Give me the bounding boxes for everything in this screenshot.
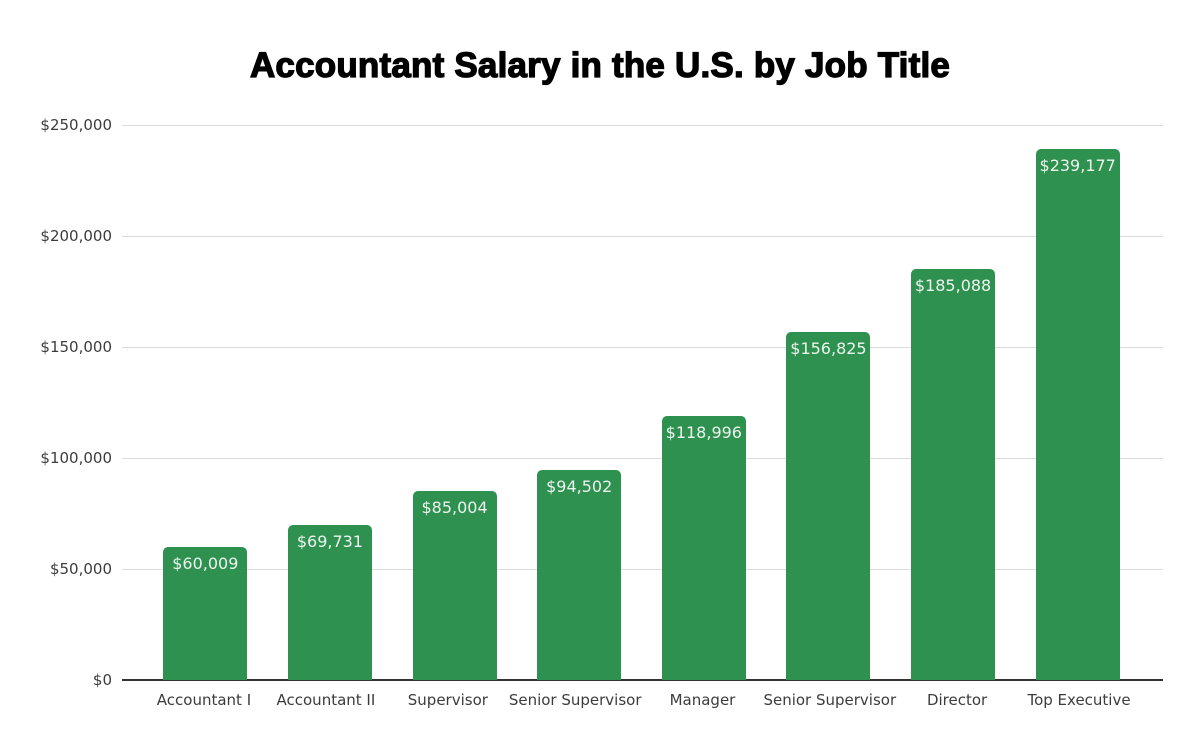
y-tick-label: $200,000 bbox=[40, 227, 112, 245]
x-tick-label: Manager bbox=[669, 691, 736, 709]
x-tick-label: Senior Supervisor bbox=[763, 691, 897, 709]
bar-value-label: $118,996 bbox=[665, 422, 742, 442]
y-tick-label: $100,000 bbox=[40, 449, 112, 467]
chart-title: Accountant Salary in the U.S. by Job Tit… bbox=[249, 45, 951, 85]
gridline bbox=[122, 125, 1163, 126]
gridline bbox=[122, 347, 1163, 348]
bar-value-label: $156,825 bbox=[790, 338, 867, 358]
x-axis-line bbox=[122, 679, 1163, 681]
x-tick-label: Supervisor bbox=[407, 691, 488, 709]
bar-column: $69,731 bbox=[268, 125, 393, 680]
bar-value-label: $185,088 bbox=[914, 276, 992, 296]
x-tick-label: Accountant II bbox=[276, 691, 376, 709]
x-tick-label: Accountant I bbox=[156, 691, 252, 709]
x-tick-label: Top Executive bbox=[1027, 691, 1131, 709]
x-axis: Accountant I Accountant II Supervisor Senio… bbox=[143, 691, 1140, 709]
plot-area: $60,009 $69,731 $85,004 $94,502 $118,996 $156… bbox=[122, 125, 1163, 681]
gridline bbox=[122, 458, 1163, 459]
y-tick-label: $50,000 bbox=[49, 560, 112, 578]
bar-value-label: $60,009 bbox=[172, 553, 239, 573]
bar-column: $239,177 bbox=[1015, 125, 1140, 680]
bar-5: $118,996 bbox=[661, 415, 746, 680]
bar-3: $85,004 bbox=[412, 491, 497, 680]
bar-value-label: $94,502 bbox=[546, 477, 613, 497]
bar-6: $156,825 bbox=[786, 331, 871, 680]
bar-column: $85,004 bbox=[392, 125, 517, 680]
gridline bbox=[122, 569, 1163, 570]
bar-value-label: $85,004 bbox=[421, 498, 488, 518]
x-tick-label: Senior Supervisor bbox=[508, 691, 642, 709]
bar-column: $94,502 bbox=[517, 125, 642, 680]
y-tick-label: $250,000 bbox=[40, 116, 112, 134]
bar-series: $60,009 $69,731 $85,004 $94,502 $118,996 $156… bbox=[143, 125, 1140, 680]
x-tick-label: Director bbox=[926, 691, 988, 709]
y-tick-label: $0 bbox=[92, 671, 112, 689]
bar-1: $60,009 bbox=[163, 546, 248, 680]
bar-column: $118,996 bbox=[642, 125, 767, 680]
bar-4: $94,502 bbox=[537, 470, 622, 680]
bar-7: $185,088 bbox=[911, 269, 996, 680]
bar-column: $60,009 bbox=[143, 125, 268, 680]
gridline bbox=[122, 236, 1163, 237]
bar-2: $69,731 bbox=[287, 525, 372, 680]
bar-column: $156,825 bbox=[766, 125, 891, 680]
y-tick-label: $150,000 bbox=[40, 338, 112, 356]
bar-value-label: $69,731 bbox=[296, 532, 364, 552]
bar-value-label: $239,177 bbox=[1039, 156, 1116, 176]
bar-column: $185,088 bbox=[891, 125, 1016, 680]
bar-8: $239,177 bbox=[1035, 149, 1120, 680]
